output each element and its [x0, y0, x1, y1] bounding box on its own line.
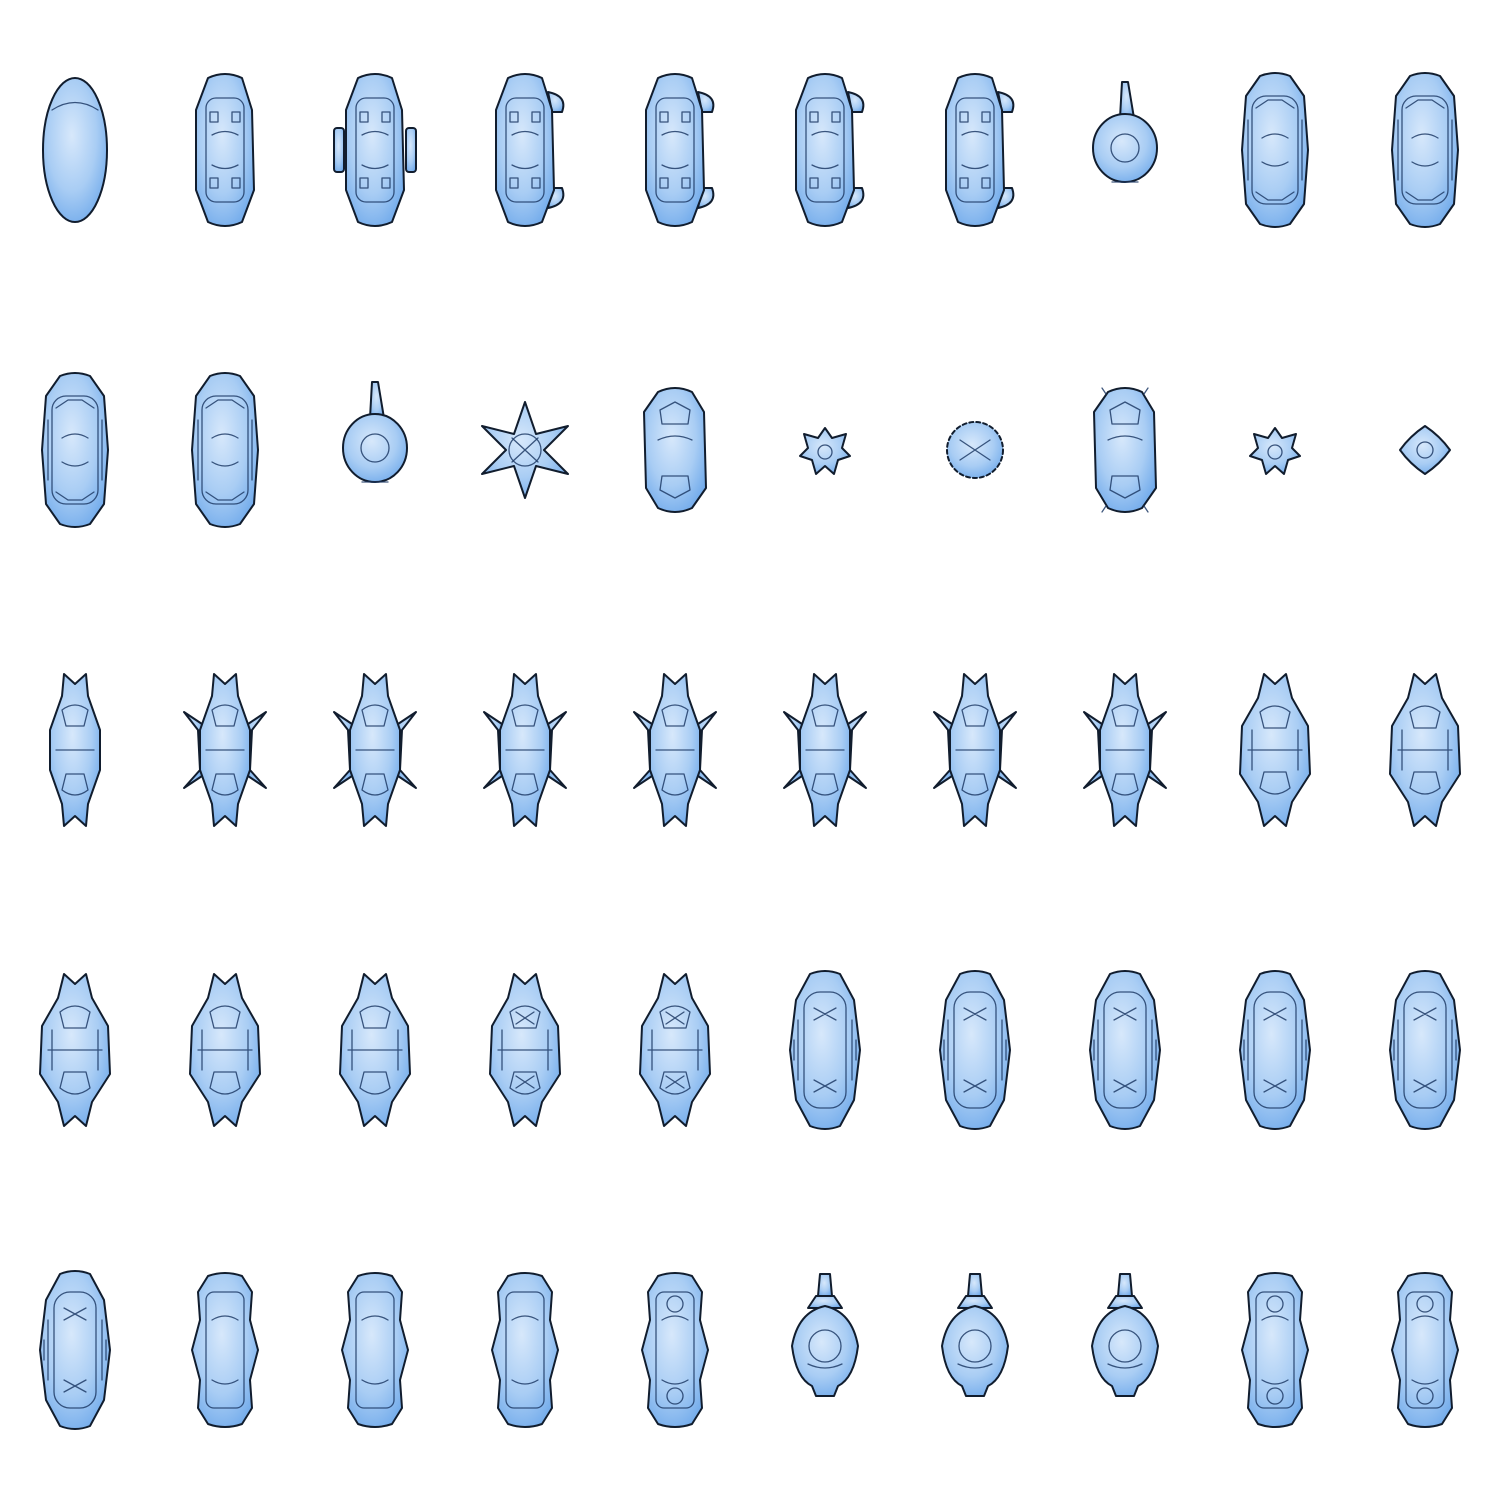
sprite-bug-round-icon [150, 900, 300, 1200]
sprite-turret-short-icon [750, 1200, 900, 1500]
sprite-hull-ornate-icon [150, 300, 300, 600]
sprite-bug-wide-icon [450, 600, 600, 900]
sprite-armored-icon [0, 1200, 150, 1500]
sprite-barrel-icon [150, 1200, 300, 1500]
sprite-bug-mesh-icon [600, 900, 750, 1200]
sprite-barrel-dots-icon [600, 1200, 750, 1500]
sprite-bug-round-icon [0, 900, 150, 1200]
sprite-armored-icon [750, 900, 900, 1200]
sprite-armored-icon [1050, 900, 1200, 1200]
sprite-pod-notched-icon [1050, 300, 1200, 600]
sprite-bug-wide-icon [300, 600, 450, 900]
sprite-hull-fins-icon [750, 0, 900, 300]
sprite-bug-round-icon [1350, 600, 1500, 900]
sprite-pod-icon [600, 300, 750, 600]
sprite-hull-ornate-icon [1350, 0, 1500, 300]
sprite-hull-ornate-icon [0, 300, 150, 600]
sprite-bug-wide-icon [900, 600, 1050, 900]
sprite-bug-wide-icon [600, 600, 750, 900]
sprite-bug-wide-icon [150, 600, 300, 900]
sprite-gear-small-icon [1200, 300, 1350, 600]
sprite-barrel-icon [450, 1200, 600, 1500]
sprite-barrel-icon [300, 1200, 450, 1500]
sprite-egg-icon [0, 0, 150, 300]
sprite-star-icon [450, 300, 600, 600]
sprite-hull-fins-icon [600, 0, 750, 300]
sprite-bug-thin-icon [0, 600, 150, 900]
sprite-hull-fins-icon [450, 0, 600, 300]
sprite-hull-fins-icon [900, 0, 1050, 300]
sprite-bug-round-icon [300, 900, 450, 1200]
sprite-hull-wings-icon [300, 0, 450, 300]
sprite-armored-icon [900, 900, 1050, 1200]
sprite-bug-wide-icon [750, 600, 900, 900]
sprite-barrel-dots-icon [1200, 1200, 1350, 1500]
sprite-ring-small-icon [900, 300, 1050, 600]
sprite-bug-round-icon [1200, 600, 1350, 900]
sprite-armored-icon [1200, 900, 1350, 1200]
sprite-hull-icon [150, 0, 300, 300]
sprite-turret-short-icon [1050, 1200, 1200, 1500]
sprite-gear-small-icon [750, 300, 900, 600]
sprite-armored-icon [1350, 900, 1500, 1200]
sprite-turret-tall-icon [300, 300, 450, 600]
sprite-bug-mesh-icon [450, 900, 600, 1200]
sprite-turret-short-icon [900, 1200, 1050, 1500]
sprite-bug-wide-icon [1050, 600, 1200, 900]
sprite-turret-tall-icon [1050, 0, 1200, 300]
sprite-hull-ornate-icon [1200, 0, 1350, 300]
sprite-diamond-small-icon [1350, 300, 1500, 600]
sprite-barrel-dots-icon [1350, 1200, 1500, 1500]
